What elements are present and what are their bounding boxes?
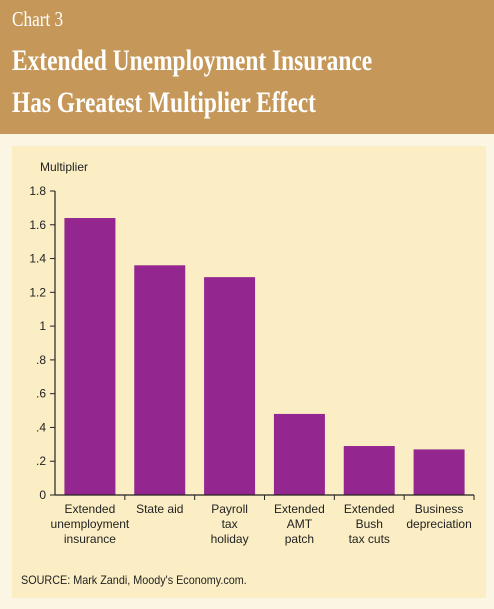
x-tick-label: Extended AMT patch	[274, 502, 325, 546]
bar	[204, 277, 256, 495]
chart-title-line-2: Has Greatest Multiplier Effect	[12, 86, 316, 119]
y-tick-label: 1	[39, 319, 46, 333]
x-tick-label-line: Business	[415, 502, 464, 516]
bars	[64, 218, 465, 495]
bar	[64, 218, 116, 495]
x-tick-label: Extended unemployment insurance	[51, 502, 130, 546]
x-tick-label-line: Payroll	[211, 502, 248, 516]
source-note: SOURCE: Mark Zandi, Moody's Economy.com.	[21, 573, 247, 587]
x-tick-label-line: depreciation	[406, 517, 471, 531]
bar	[273, 413, 325, 495]
chart-title-line-1: Extended Unemployment Insurance	[12, 44, 373, 77]
x-tick-label-line: Extended	[344, 502, 395, 516]
x-tick-label-line: State aid	[136, 502, 183, 516]
x-tick-label: Payroll tax holiday	[211, 502, 249, 546]
x-tick-label-line: Extended	[274, 502, 325, 516]
y-tick-label: 1.8	[29, 184, 46, 198]
y-tick-label: 1.4	[29, 252, 46, 266]
x-tick-label: Extended Bush tax cuts	[344, 502, 395, 546]
x-tick-label-line: Bush	[356, 517, 383, 531]
y-tick-label: .8	[36, 353, 46, 367]
x-tick-label-line: holiday	[211, 532, 249, 546]
x-tick-label-line: tax	[222, 517, 238, 531]
x-tick-label-line: unemployment	[51, 517, 130, 531]
x-tick-label-line: tax cuts	[349, 532, 390, 546]
x-tick-label-line: insurance	[64, 532, 116, 546]
header-band: Chart 3 Extended Unemployment Insurance …	[0, 0, 494, 134]
y-tick-label: .6	[36, 387, 46, 401]
x-tick-label: State aid	[136, 502, 183, 516]
x-tick-label: Business depreciation	[406, 502, 471, 531]
chart-number-label: Chart 3	[12, 7, 64, 31]
bar	[413, 449, 465, 495]
y-tick-label: 1.2	[29, 285, 46, 299]
y-tick-label: .4	[36, 420, 46, 434]
y-axis-label: Multiplier	[40, 160, 88, 174]
y-tick-label: .2	[36, 454, 46, 468]
x-axis	[54, 191, 475, 500]
x-tick-label-line: Extended	[65, 502, 116, 516]
bar	[134, 265, 186, 495]
x-tick-label-line: patch	[285, 532, 314, 546]
y-axis-ticks: 0 .2 .4 .6 .8 1 1.2 1.4 1.6 1.8	[29, 184, 55, 502]
bar	[343, 446, 395, 495]
y-tick-label: 1.6	[29, 218, 46, 232]
x-tick-label-line: AMT	[287, 517, 313, 531]
y-tick-label: 0	[39, 488, 46, 502]
